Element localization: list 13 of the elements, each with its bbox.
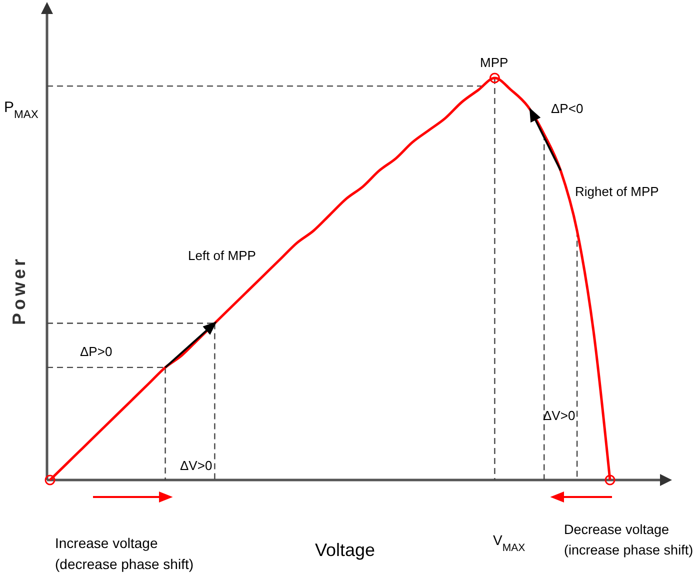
annotation: ΔV>0 [180, 458, 212, 473]
x-axis-title: Voltage [315, 540, 376, 560]
y-axis-title: Power [9, 256, 29, 325]
annotation: Left of MPP [188, 248, 256, 263]
text: Decrease voltage (increase phase shift) [564, 522, 694, 558]
text: V$_{MAX}$ [493, 532, 526, 554]
annotation: ΔP<0 [551, 101, 584, 116]
annotation: ΔP>0 [80, 344, 112, 359]
text: P$_{MAX}$ [4, 99, 39, 121]
text: Increase voltage (decrease phase shift) [55, 535, 194, 572]
annotation: ΔV>0 [543, 408, 576, 423]
text: MPP [480, 55, 508, 70]
annotation: Righet of MPP [575, 184, 659, 199]
